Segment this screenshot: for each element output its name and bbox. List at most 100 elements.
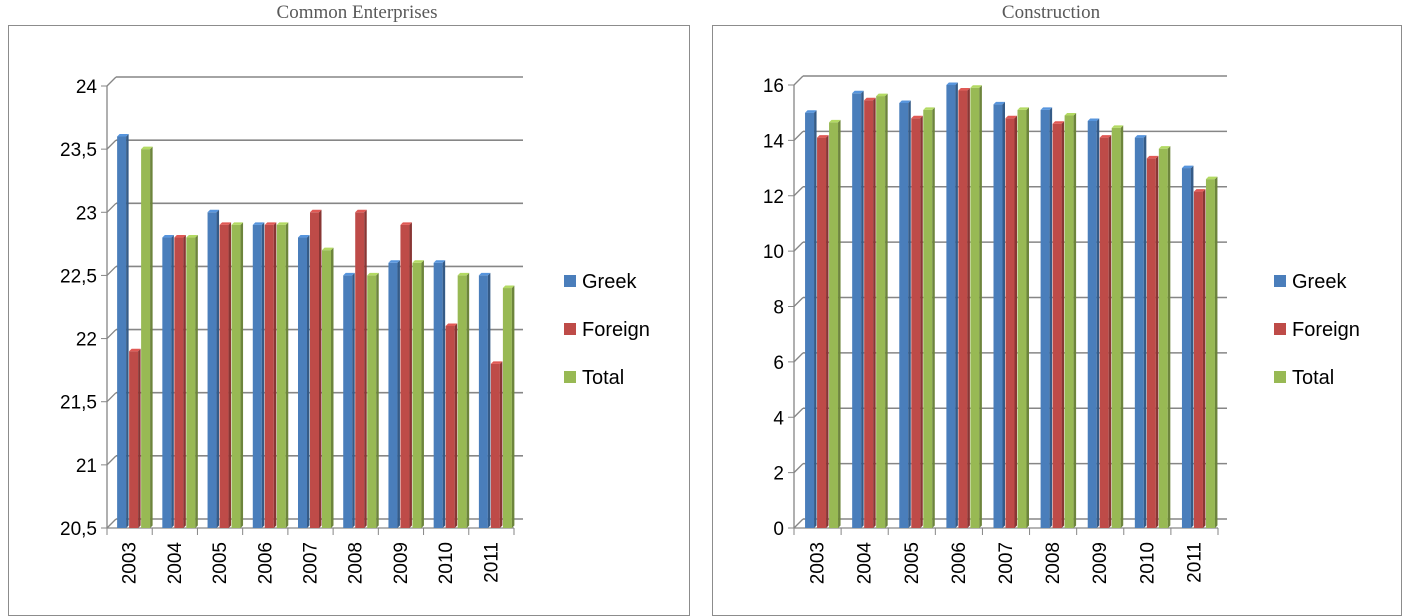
bar-total-2005 (231, 224, 241, 528)
bar-side (331, 247, 334, 528)
bar-foreign-2007 (1005, 118, 1015, 528)
bar-top (829, 119, 841, 123)
bar-side (499, 361, 503, 528)
bar-side (397, 260, 400, 528)
bar-side (814, 110, 817, 528)
depth-line (793, 518, 804, 529)
bar-foreign-2008 (1052, 123, 1062, 528)
bar-side (1096, 118, 1100, 529)
bar-side (1167, 146, 1171, 528)
bar-total-2007 (1017, 109, 1027, 528)
bar-greek-2004 (852, 93, 862, 529)
x-tick-label: 2005 (210, 542, 231, 584)
bar-side (261, 222, 265, 528)
bar-top (970, 85, 982, 88)
bar-top (1134, 135, 1147, 138)
bar-side (932, 107, 935, 528)
depth-line (793, 130, 804, 141)
bar-top (478, 272, 491, 276)
depth-line (106, 518, 117, 529)
bar-top (322, 247, 334, 251)
bar-side (352, 272, 355, 528)
bar-total-2008 (367, 275, 377, 528)
bar-greek-2008 (1040, 109, 1050, 528)
bar-side (240, 222, 244, 528)
y-tick-label: 14 (763, 131, 785, 152)
depth-line (106, 392, 117, 403)
bar-top (400, 222, 412, 225)
bar-top (911, 115, 923, 119)
legend-swatch-total (1274, 371, 1286, 383)
depth-line (106, 139, 117, 150)
depth-line (106, 76, 117, 87)
depth-line (106, 455, 117, 466)
bar-total-2008 (1064, 115, 1074, 529)
y-tick-label: 21,5 (60, 393, 97, 414)
bar-top (993, 101, 1005, 105)
x-tick-label: 2004 (165, 542, 186, 585)
y-tick-label: 22,5 (60, 266, 97, 287)
bar-side (920, 115, 923, 528)
bar-side (409, 222, 412, 528)
bar-greek-2007 (993, 104, 1003, 528)
bar-side (376, 272, 379, 528)
bar-total-2009 (412, 262, 422, 528)
bar-total-2005 (923, 109, 933, 528)
bar-top (876, 93, 888, 97)
x-tick-label: 2010 (1137, 542, 1158, 584)
legend-swatch-foreign (1274, 323, 1286, 335)
bar-top (805, 110, 817, 113)
bar-top (207, 209, 220, 213)
bar-side (171, 235, 174, 529)
legend-label-foreign: Foreign (582, 319, 650, 341)
bar-top (502, 285, 515, 289)
bar-top (1181, 165, 1194, 169)
legend-label-total: Total (1292, 367, 1334, 389)
x-tick-label: 2008 (346, 542, 367, 584)
depth-line (793, 297, 804, 307)
bar-foreign-2008 (355, 212, 365, 529)
bar-greek-2004 (162, 237, 172, 529)
depth-line (793, 186, 804, 197)
legend-swatch-total (564, 371, 576, 383)
bar-top (490, 361, 503, 364)
bar-total-2009 (1111, 127, 1121, 529)
depth-line (106, 202, 117, 213)
bar-side (511, 285, 515, 528)
bar-foreign-2005 (219, 224, 229, 528)
bar-foreign-2009 (400, 224, 410, 528)
bar-top (298, 235, 310, 238)
bar-top (899, 100, 911, 103)
bar-top (186, 235, 198, 238)
bar-total-2006 (970, 87, 980, 529)
bar-top (219, 222, 232, 225)
bar-top (1099, 135, 1112, 138)
bar-total-2006 (276, 224, 286, 528)
bar-total-2011 (1205, 179, 1215, 528)
bar-side (1049, 107, 1053, 528)
bar-side (967, 88, 970, 528)
construction-chart: 0 2 4 6 8 10 12 14 16 2003 2004 2005 2006 2007 2008 200… (712, 25, 1402, 616)
legend-swatch-greek (1274, 275, 1286, 287)
bar-top (343, 272, 355, 276)
bar-top (817, 135, 829, 138)
bar-greek-2010 (1134, 137, 1144, 528)
x-tick-label: 2008 (1043, 542, 1064, 584)
bar-side (454, 323, 458, 528)
bar-side (861, 90, 864, 529)
depth-line (793, 352, 804, 363)
bar-total-2004 (186, 237, 196, 529)
bar-top (445, 323, 458, 326)
bar-total-2010 (1158, 148, 1168, 528)
bar-side (442, 260, 446, 528)
bar-top (264, 222, 277, 225)
bar-side (1155, 155, 1159, 528)
common-enterprises-chart: 20,5 21 21,5 22 22,5 23 23,5 24 2003 2004 2005 2006… (8, 25, 690, 616)
bar-side (150, 146, 153, 528)
bar-total-2011 (502, 288, 512, 528)
y-tick-label: 10 (763, 242, 784, 263)
bar-top (923, 107, 935, 110)
bar-top (946, 82, 958, 85)
legend-label-greek: Greek (582, 271, 637, 293)
bar-top (141, 146, 153, 150)
